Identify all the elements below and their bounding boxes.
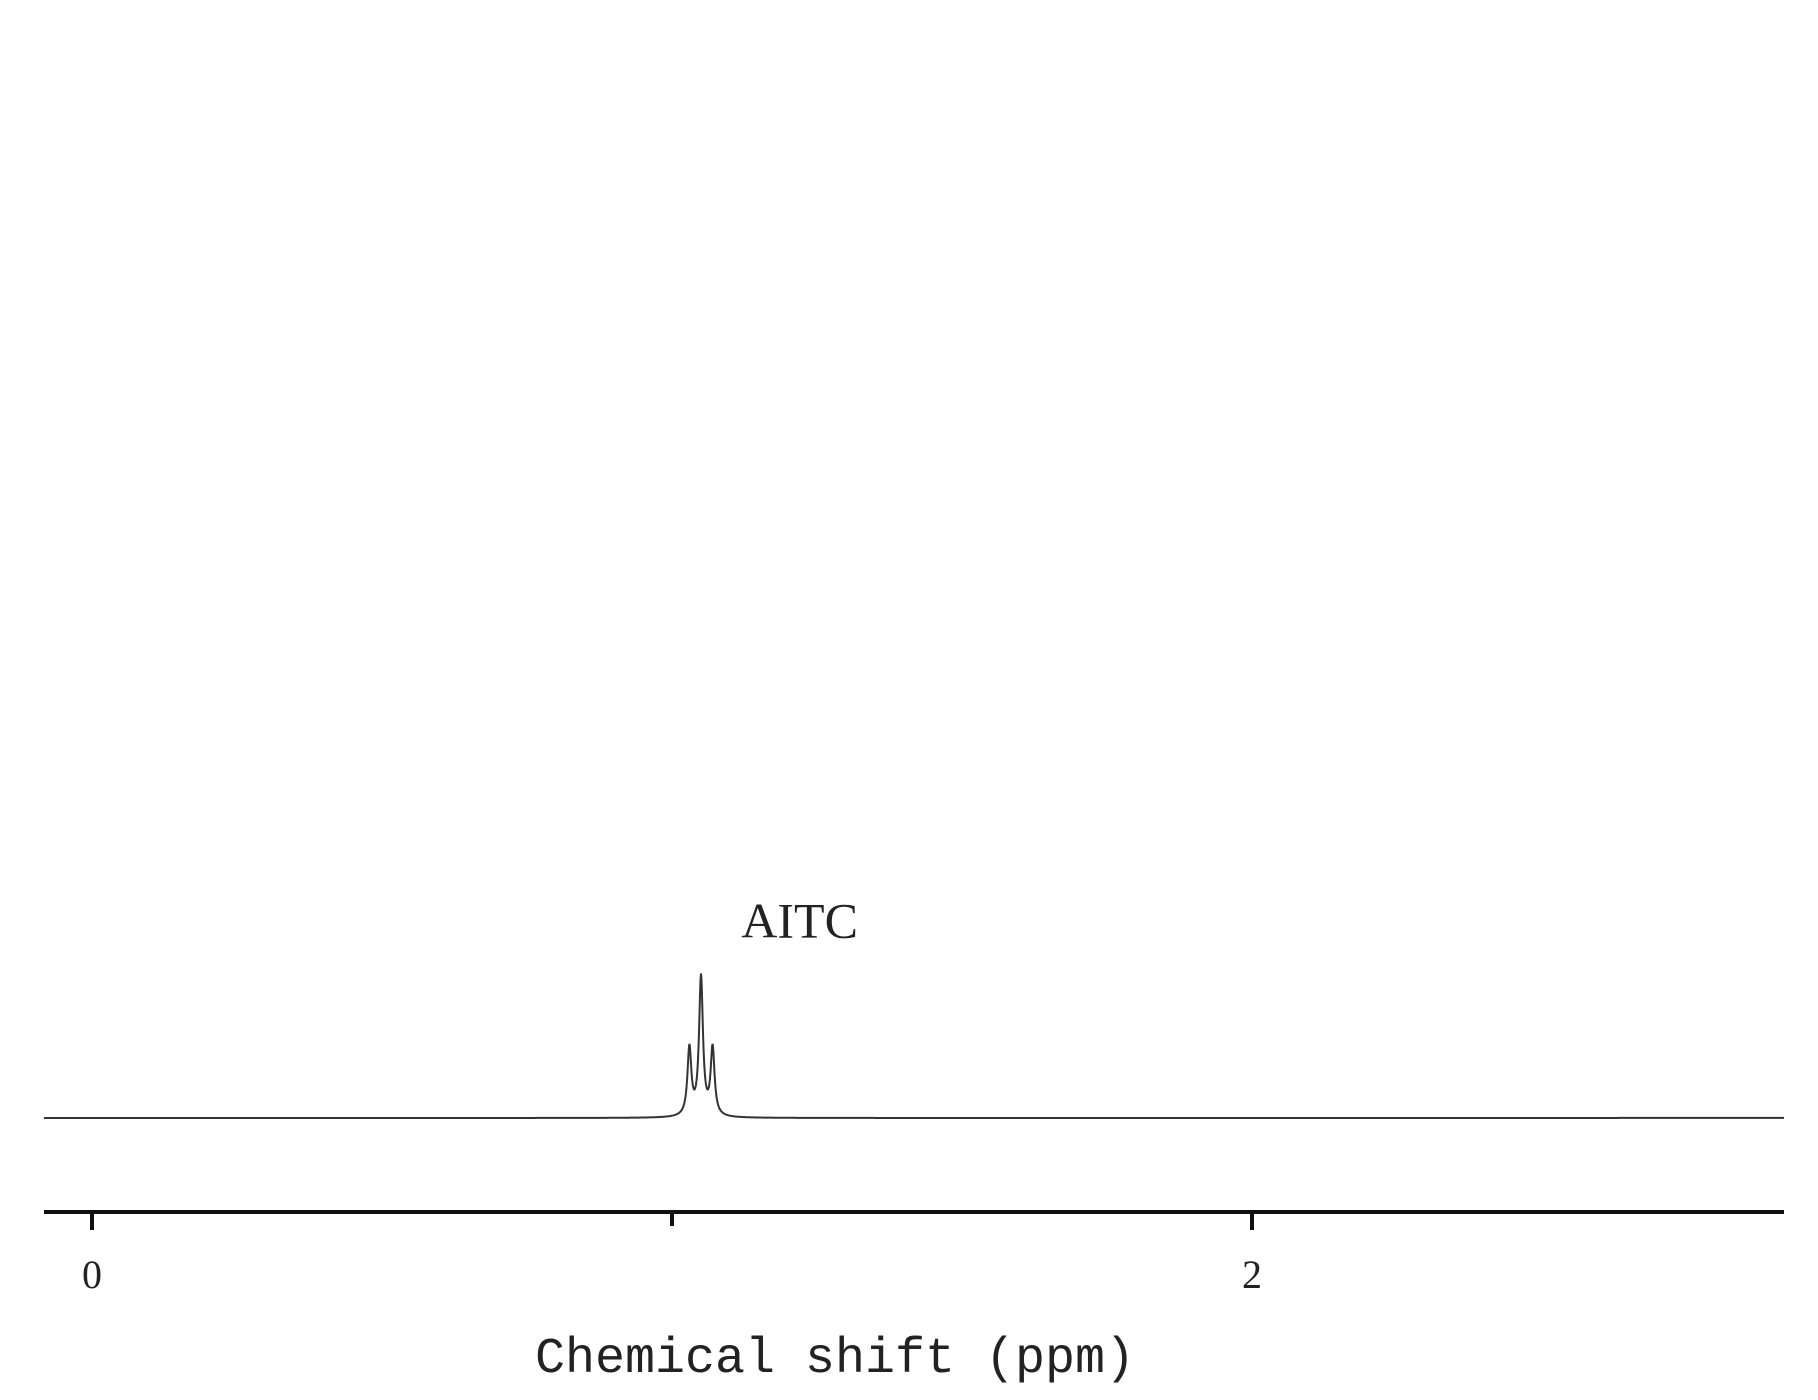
annotation-layer: AITCH-3H-5D2O — [741, 892, 858, 948]
x-axis-title: Chemical shift (ppm) — [535, 1331, 1135, 1388]
x-axis-tick-labels: 024 — [82, 1252, 1262, 1297]
x-tick-label: 0 — [82, 1252, 102, 1297]
spectrum-layer — [44, 973, 1784, 1119]
spectrum-line — [44, 973, 1784, 1119]
x-tick-label: 2 — [1242, 1252, 1262, 1297]
x-axis-ticks — [90, 1212, 1254, 1230]
x-axis: 024 — [44, 1210, 1784, 1297]
peak-label: AITC — [741, 892, 858, 948]
